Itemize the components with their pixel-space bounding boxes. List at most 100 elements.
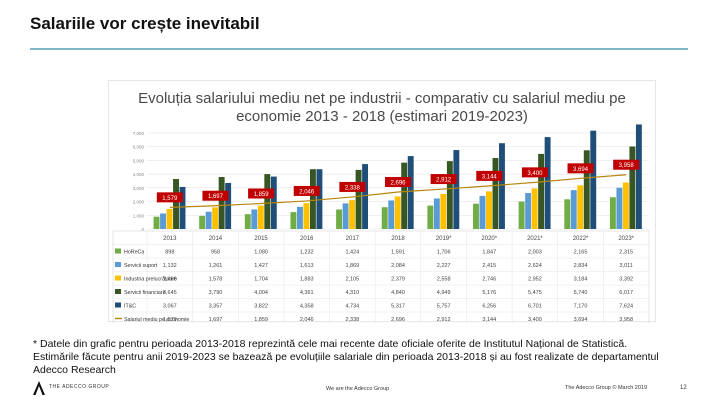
table-value: 1,261: [209, 263, 223, 269]
table-value: 1,080: [254, 250, 268, 256]
y-tick-label: 2,000: [133, 200, 145, 205]
bar-industria: [440, 193, 447, 229]
economy-label-box: [385, 177, 411, 188]
table-value: 1,427: [254, 263, 268, 269]
table-value: 4,840: [391, 290, 405, 296]
title-divider: [30, 48, 688, 50]
economy-data-label: 1,579: [162, 196, 178, 202]
table-value: 4,358: [300, 304, 314, 310]
table-value: 2,338: [345, 317, 359, 323]
bar-industria: [257, 205, 264, 229]
economy-label-box: [156, 192, 183, 203]
table-value: 2,227: [437, 263, 451, 269]
bar-financiare: [264, 174, 271, 229]
bar-financiare: [629, 146, 636, 229]
table-value: 1,883: [300, 277, 314, 283]
economy-data-label: 3,400: [527, 171, 543, 177]
table-value: 1,578: [209, 277, 223, 283]
table-value: 4,310: [345, 290, 359, 296]
table-value: 2,834: [574, 263, 588, 269]
table-value: 5,176: [482, 290, 496, 296]
bar-horeca: [290, 212, 297, 229]
y-tick-label: 0: [141, 227, 144, 232]
bar-horeca: [609, 197, 616, 229]
x-category-label: 2016: [300, 236, 314, 242]
x-category-label: 2022*: [573, 236, 589, 242]
bar-servicii: [205, 211, 212, 229]
table-value: 5,475: [528, 290, 542, 296]
table-value: 4,361: [300, 290, 314, 296]
bar-financiare: [446, 161, 453, 229]
economy-data-label: 2,696: [390, 181, 406, 187]
economy-label-box: [430, 174, 457, 185]
table-value: 1,591: [391, 250, 405, 256]
x-category-label: 2019*: [436, 236, 452, 242]
table-value: 2,415: [482, 263, 496, 269]
bar-servicii: [342, 203, 349, 229]
table-value: 6,017: [619, 290, 633, 296]
table-value: 7,170: [574, 304, 588, 310]
bar-horeca: [564, 199, 571, 229]
table-value: 3,357: [209, 304, 223, 310]
legend-key-horeca: [115, 248, 121, 254]
y-tick-label: 7,000: [133, 131, 145, 136]
x-category-label: 2021*: [527, 236, 543, 242]
table-value: 2,696: [391, 317, 405, 323]
bar-financiare: [355, 169, 362, 229]
table-value: 1,706: [437, 250, 451, 256]
bar-horeca: [153, 216, 160, 229]
x-category-label: 2014: [209, 236, 223, 242]
table-value: 5,740: [574, 290, 588, 296]
bar-horeca: [518, 201, 525, 229]
chart-title-line-1: Evoluția salariului mediu net pe industr…: [138, 90, 626, 107]
table-value: 3,400: [528, 317, 542, 323]
adecco-logo-icon: [33, 381, 45, 395]
economy-label-box: [521, 167, 548, 178]
economy-data-label: 3,958: [619, 163, 635, 169]
table-value: 1,613: [300, 263, 314, 269]
y-tick-label: 4,000: [133, 172, 145, 177]
bar-financiare: [309, 169, 316, 229]
table-value: 3,184: [574, 277, 588, 283]
bar-servicii: [160, 213, 166, 229]
table-value: 6,701: [528, 304, 542, 310]
bar-industria: [394, 196, 401, 229]
bar-horeca: [427, 205, 434, 229]
bar-itc: [407, 156, 414, 229]
table-value: 7,624: [619, 304, 633, 310]
table-value: 2,558: [437, 277, 451, 283]
bar-itc: [499, 143, 505, 229]
table-value: 3,958: [619, 317, 633, 323]
x-category-label: 2017: [346, 236, 360, 242]
y-tick-label: 5,000: [133, 158, 145, 163]
economy-label-box: [567, 163, 594, 174]
x-category-label: 2023*: [618, 236, 634, 242]
bar-servicii: [479, 195, 486, 229]
bar-industria: [303, 203, 310, 229]
table-value: 1,704: [254, 277, 268, 283]
bar-horeca: [473, 203, 479, 229]
x-category-label: 2020*: [481, 236, 497, 242]
table-value: 3,392: [619, 277, 633, 283]
table-value: 4,949: [437, 290, 451, 296]
table-value: 1,232: [300, 250, 314, 256]
economy-data-label: 2,912: [436, 178, 452, 184]
economy-label-box: [248, 188, 275, 199]
table-value: 2,624: [528, 263, 542, 269]
bar-itc: [635, 124, 642, 229]
table-value: 2,315: [619, 250, 633, 256]
bar-industria: [531, 188, 538, 229]
legend-label: Industria prelucrătoare: [124, 277, 177, 283]
table-value: 4,734: [345, 304, 359, 310]
bar-horeca: [381, 207, 388, 229]
economy-label-box: [202, 190, 229, 201]
table-value: 6,256: [482, 304, 496, 310]
bar-servicii: [433, 198, 440, 229]
bar-servicii: [251, 209, 258, 229]
table-value: 3,790: [209, 290, 223, 296]
bar-financiare: [218, 177, 225, 229]
bar-servicii: [616, 187, 623, 229]
bar-financiare: [583, 150, 590, 229]
bar-financiare: [492, 158, 499, 229]
y-tick-label: 1,000: [133, 213, 145, 218]
